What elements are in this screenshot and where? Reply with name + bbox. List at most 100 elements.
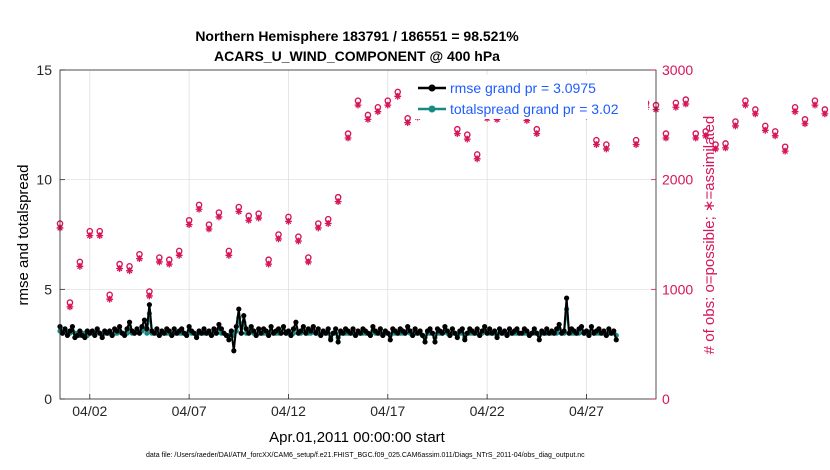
totalspread-point xyxy=(144,330,150,336)
left-y-axis-ticks: 0 5 10 15 xyxy=(36,62,65,407)
rmse-point xyxy=(477,332,483,338)
right-y-tick-label: 1000 xyxy=(662,281,693,297)
rmse-point xyxy=(335,339,341,345)
rmse-point xyxy=(298,328,304,334)
legend-spread-marker xyxy=(428,105,436,113)
rmse-point xyxy=(166,328,172,334)
obs-assimilated-marker xyxy=(324,220,332,227)
obs-assimilated-marker xyxy=(593,141,600,148)
obs-assimilated-marker xyxy=(116,265,123,272)
rmse-point xyxy=(514,326,520,332)
rmse-point xyxy=(405,324,411,330)
right-y-tick-label: 3000 xyxy=(662,62,693,78)
rmse-point xyxy=(303,330,309,336)
rmse-point xyxy=(171,326,177,332)
obs-assimilated-marker xyxy=(493,115,501,123)
obs-assimilated-marker xyxy=(692,134,700,142)
rmse-point xyxy=(583,328,590,334)
rmse-point xyxy=(226,337,232,343)
rmse-point xyxy=(231,348,237,354)
rmse-point xyxy=(67,328,73,334)
rmse-point xyxy=(169,332,175,338)
rmse-point xyxy=(323,330,329,336)
rmse-point xyxy=(146,302,152,308)
rmse-point xyxy=(529,330,535,336)
obs-assimilated-marker xyxy=(136,255,143,263)
legend-rmse-label: rmse grand pr = 3.0975 xyxy=(450,80,596,96)
obs-assimilated-marker xyxy=(781,147,789,155)
rmse-point xyxy=(573,330,580,336)
x-axis-ticks: 04/02 04/07 04/12 04/17 04/22 04/27 xyxy=(72,394,604,419)
obs-assimilated-marker xyxy=(66,303,74,311)
left-y-tick-label: 15 xyxy=(36,62,52,78)
obs-assimilated-marker xyxy=(523,117,531,124)
rmse-point xyxy=(412,326,418,332)
obs-assimilated-marker xyxy=(265,260,272,268)
obs-assimilated-marker xyxy=(533,130,541,138)
rmse-point xyxy=(179,326,185,332)
right-y-tick-label: 2000 xyxy=(662,172,693,188)
obs-assimilated-marker xyxy=(165,260,173,268)
left-y-tick-label: 5 xyxy=(44,281,52,297)
rmse-point xyxy=(442,324,448,330)
rmse-point xyxy=(506,326,513,332)
rmse-point xyxy=(109,332,115,338)
rmse-point xyxy=(541,330,547,336)
obs-assimilated-marker xyxy=(205,225,213,233)
rmse-point xyxy=(154,326,160,332)
rmse-point xyxy=(290,326,297,332)
right-y-tick-label: 0 xyxy=(662,391,670,407)
rmse-point xyxy=(97,330,103,336)
rmse-point xyxy=(184,332,190,338)
legend-spread-label: totalspread grand pr = 3.02 xyxy=(450,101,619,117)
rmse-point xyxy=(223,332,229,338)
rmse-point xyxy=(551,330,557,336)
obs-assimilated-marker xyxy=(106,295,114,303)
rmse-point xyxy=(544,326,550,332)
x-tick-label: 04/22 xyxy=(470,403,505,419)
obs-assimilated-marker xyxy=(791,108,799,116)
rmse-point xyxy=(333,326,339,332)
obs-assimilated-marker xyxy=(185,221,193,229)
rmse-point xyxy=(325,326,331,332)
rmse-point xyxy=(131,330,138,336)
rmse-point xyxy=(161,330,167,336)
rmse-point xyxy=(228,328,234,334)
rmse-point xyxy=(218,326,225,332)
rmse-point xyxy=(377,326,383,332)
rmse-point xyxy=(427,326,433,332)
rmse-point xyxy=(313,330,319,336)
rmse-point xyxy=(454,334,460,341)
rmse-point xyxy=(556,321,562,328)
rmse-point xyxy=(59,330,66,336)
rmse-point xyxy=(198,330,205,336)
x-tick-label: 04/17 xyxy=(370,403,405,419)
rmse-point xyxy=(554,326,560,332)
obs-assimilated-marker xyxy=(314,224,322,232)
rmse-point xyxy=(429,330,436,336)
rmse-point xyxy=(64,332,71,338)
rmse-point xyxy=(496,326,503,332)
obs-assimilated-marker xyxy=(682,100,690,108)
rmse-point xyxy=(452,330,458,336)
rmse-point xyxy=(315,326,321,332)
legend: rmse grand pr = 3.0975 totalspread grand… xyxy=(412,75,648,119)
rmse-point xyxy=(402,330,408,336)
rmse-point xyxy=(464,330,470,336)
obs-assimilated-marker xyxy=(334,198,342,205)
rmse-point xyxy=(134,326,140,332)
legend-rmse-marker xyxy=(428,84,436,92)
rmse-point xyxy=(482,324,488,330)
rmse-point xyxy=(439,330,446,336)
rmse-point xyxy=(524,328,530,334)
rmse-point xyxy=(300,324,306,330)
rmse-point xyxy=(447,332,453,338)
rmse-point xyxy=(536,337,542,343)
rmse-point xyxy=(278,330,284,336)
rmse-point xyxy=(238,330,244,336)
rmse-point xyxy=(586,332,592,338)
obs-assimilated-marker xyxy=(801,120,809,128)
rmse-point xyxy=(395,330,401,336)
rmse-point xyxy=(114,328,120,334)
rmse-point xyxy=(340,330,346,336)
